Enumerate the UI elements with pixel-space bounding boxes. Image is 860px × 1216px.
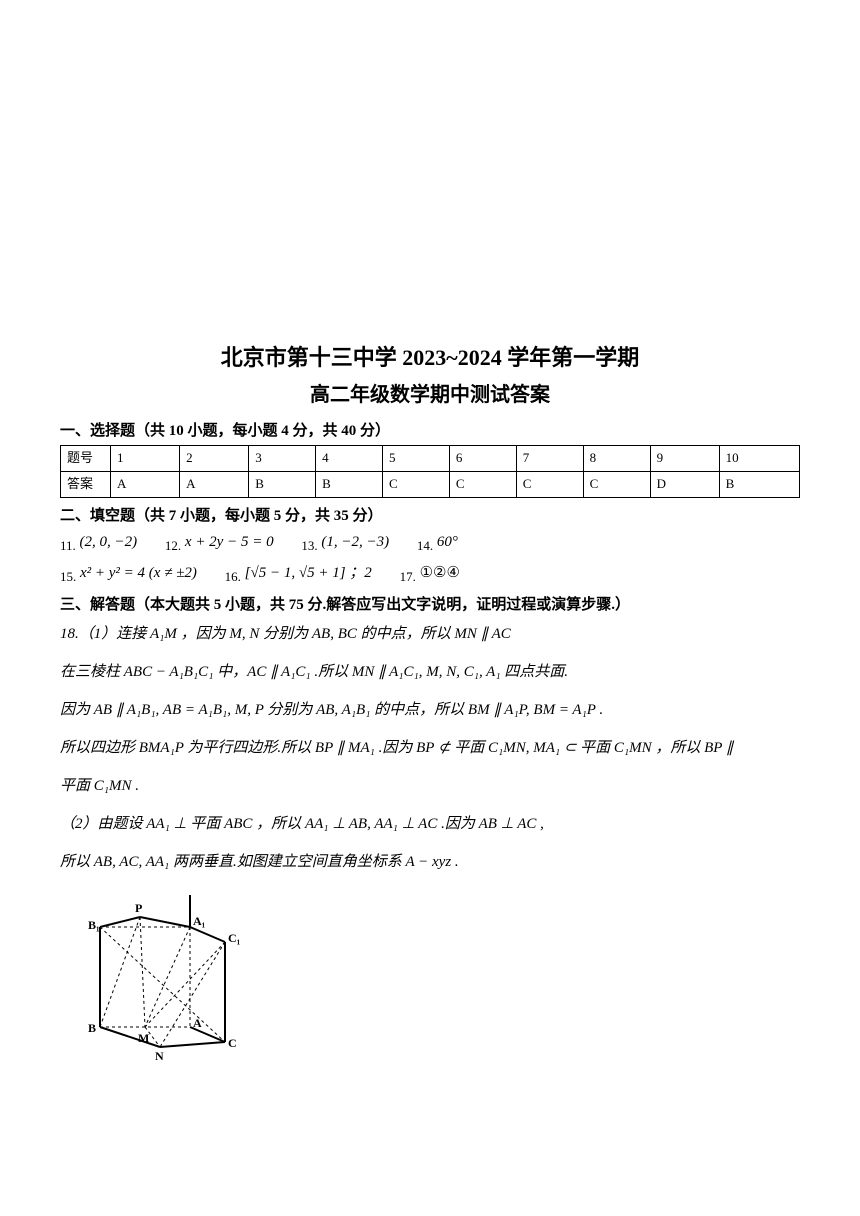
answer-cell: C [583, 471, 650, 497]
label-A1: A₁ [193, 914, 206, 928]
fill-answer: x + 2y − 5 = 0 [185, 534, 274, 550]
fill-num: 11. [60, 538, 76, 553]
table-row: 题号 1 2 3 4 5 6 7 8 9 10 [61, 446, 800, 472]
fill-answer: (1, −2, −3) [321, 534, 389, 550]
fill-num: 12. [165, 538, 181, 553]
label-C: C [228, 1036, 237, 1050]
q18-p5: 平面 C₁MN . [60, 771, 800, 801]
col-num: 5 [383, 446, 450, 472]
col-num: 8 [583, 446, 650, 472]
label-B: B [88, 1021, 96, 1035]
q18-p2: 在三棱柱 ABC − A₁B₁C₁ 中，AC ∥ A₁C₁ .所以 MN ∥ A… [60, 657, 800, 687]
section2-header: 二、填空题（共 7 小题，每小题 5 分，共 35 分） [60, 504, 800, 528]
col-num: 7 [516, 446, 583, 472]
prism-diagram: B₁ P A₁ C₁ B M A N C [80, 887, 800, 1075]
prism-svg: B₁ P A₁ C₁ B M A N C [80, 887, 260, 1067]
answer-table: 题号 1 2 3 4 5 6 7 8 9 10 答案 A A B B C C C… [60, 445, 800, 498]
fill-answer: ①②④ [420, 565, 460, 581]
answer-cell: C [383, 471, 450, 497]
label-M: M [138, 1031, 149, 1045]
table-row: 答案 A A B B C C C C D B [61, 471, 800, 497]
fill-answer: 60° [437, 534, 458, 550]
label-N: N [155, 1049, 164, 1063]
section3-header: 三、解答题（本大题共 5 小题，共 75 分.解答应写出文字说明，证明过程或演算… [60, 593, 800, 617]
label-B1: B₁ [88, 918, 100, 932]
q18-p4: 所以四边形 BMA₁P 为平行四边形.所以 BP ∥ MA₁ .因为 BP ⊄ … [60, 733, 800, 763]
fill-num: 15. [60, 569, 76, 584]
col-num: 10 [719, 446, 799, 472]
answer-cell: C [449, 471, 516, 497]
q18-p3: 因为 AB ∥ A₁B₁, AB = A₁B₁, M, P 分别为 AB, A₁… [60, 695, 800, 725]
col-num: 1 [111, 446, 180, 472]
col-num: 4 [316, 446, 383, 472]
sub-title: 高二年级数学期中测试答案 [60, 379, 800, 411]
fill-num: 17. [400, 569, 416, 584]
row-label: 答案 [61, 471, 111, 497]
answer-cell: B [249, 471, 316, 497]
answer-cell: A [180, 471, 249, 497]
label-A: A [193, 1016, 202, 1030]
main-title: 北京市第十三中学 2023~2024 学年第一学期 [60, 340, 800, 375]
q18-p7: 所以 AB, AC, AA₁ 两两垂直.如图建立空间直角坐标系 A − xyz … [60, 847, 800, 877]
fill-answer: x² + y² = 4 (x ≠ ±2) [80, 565, 197, 581]
answer-cell: D [650, 471, 719, 497]
answer-cell: B [316, 471, 383, 497]
q18-p1: 18.（1）连接 A₁M ，因为 M, N 分别为 AB, BC 的中点，所以 … [60, 619, 800, 649]
answer-cell: A [111, 471, 180, 497]
label-P: P [135, 901, 142, 915]
label-C1: C₁ [228, 931, 241, 945]
section1-header: 一、选择题（共 10 小题，每小题 4 分，共 40 分） [60, 419, 800, 443]
fill-answer: [√5 − 1, √5 + 1] ；2 [245, 565, 372, 581]
fill-num: 14. [417, 538, 433, 553]
col-num: 6 [449, 446, 516, 472]
q18-p6: （2）由题设 AA₁ ⊥ 平面 ABC ，所以 AA₁ ⊥ AB, AA₁ ⊥ … [60, 809, 800, 839]
answer-cell: B [719, 471, 799, 497]
col-num: 3 [249, 446, 316, 472]
fill-answer: (2, 0, −2) [80, 534, 138, 550]
row-label: 题号 [61, 446, 111, 472]
fill-row-1: 11. (2, 0, −2) 12. x + 2y − 5 = 0 13. (1… [60, 530, 800, 557]
fill-row-2: 15. x² + y² = 4 (x ≠ ±2) 16. [√5 − 1, √5… [60, 561, 800, 588]
fill-num: 13. [301, 538, 317, 553]
fill-num: 16. [225, 569, 241, 584]
answer-cell: C [516, 471, 583, 497]
col-num: 9 [650, 446, 719, 472]
col-num: 2 [180, 446, 249, 472]
